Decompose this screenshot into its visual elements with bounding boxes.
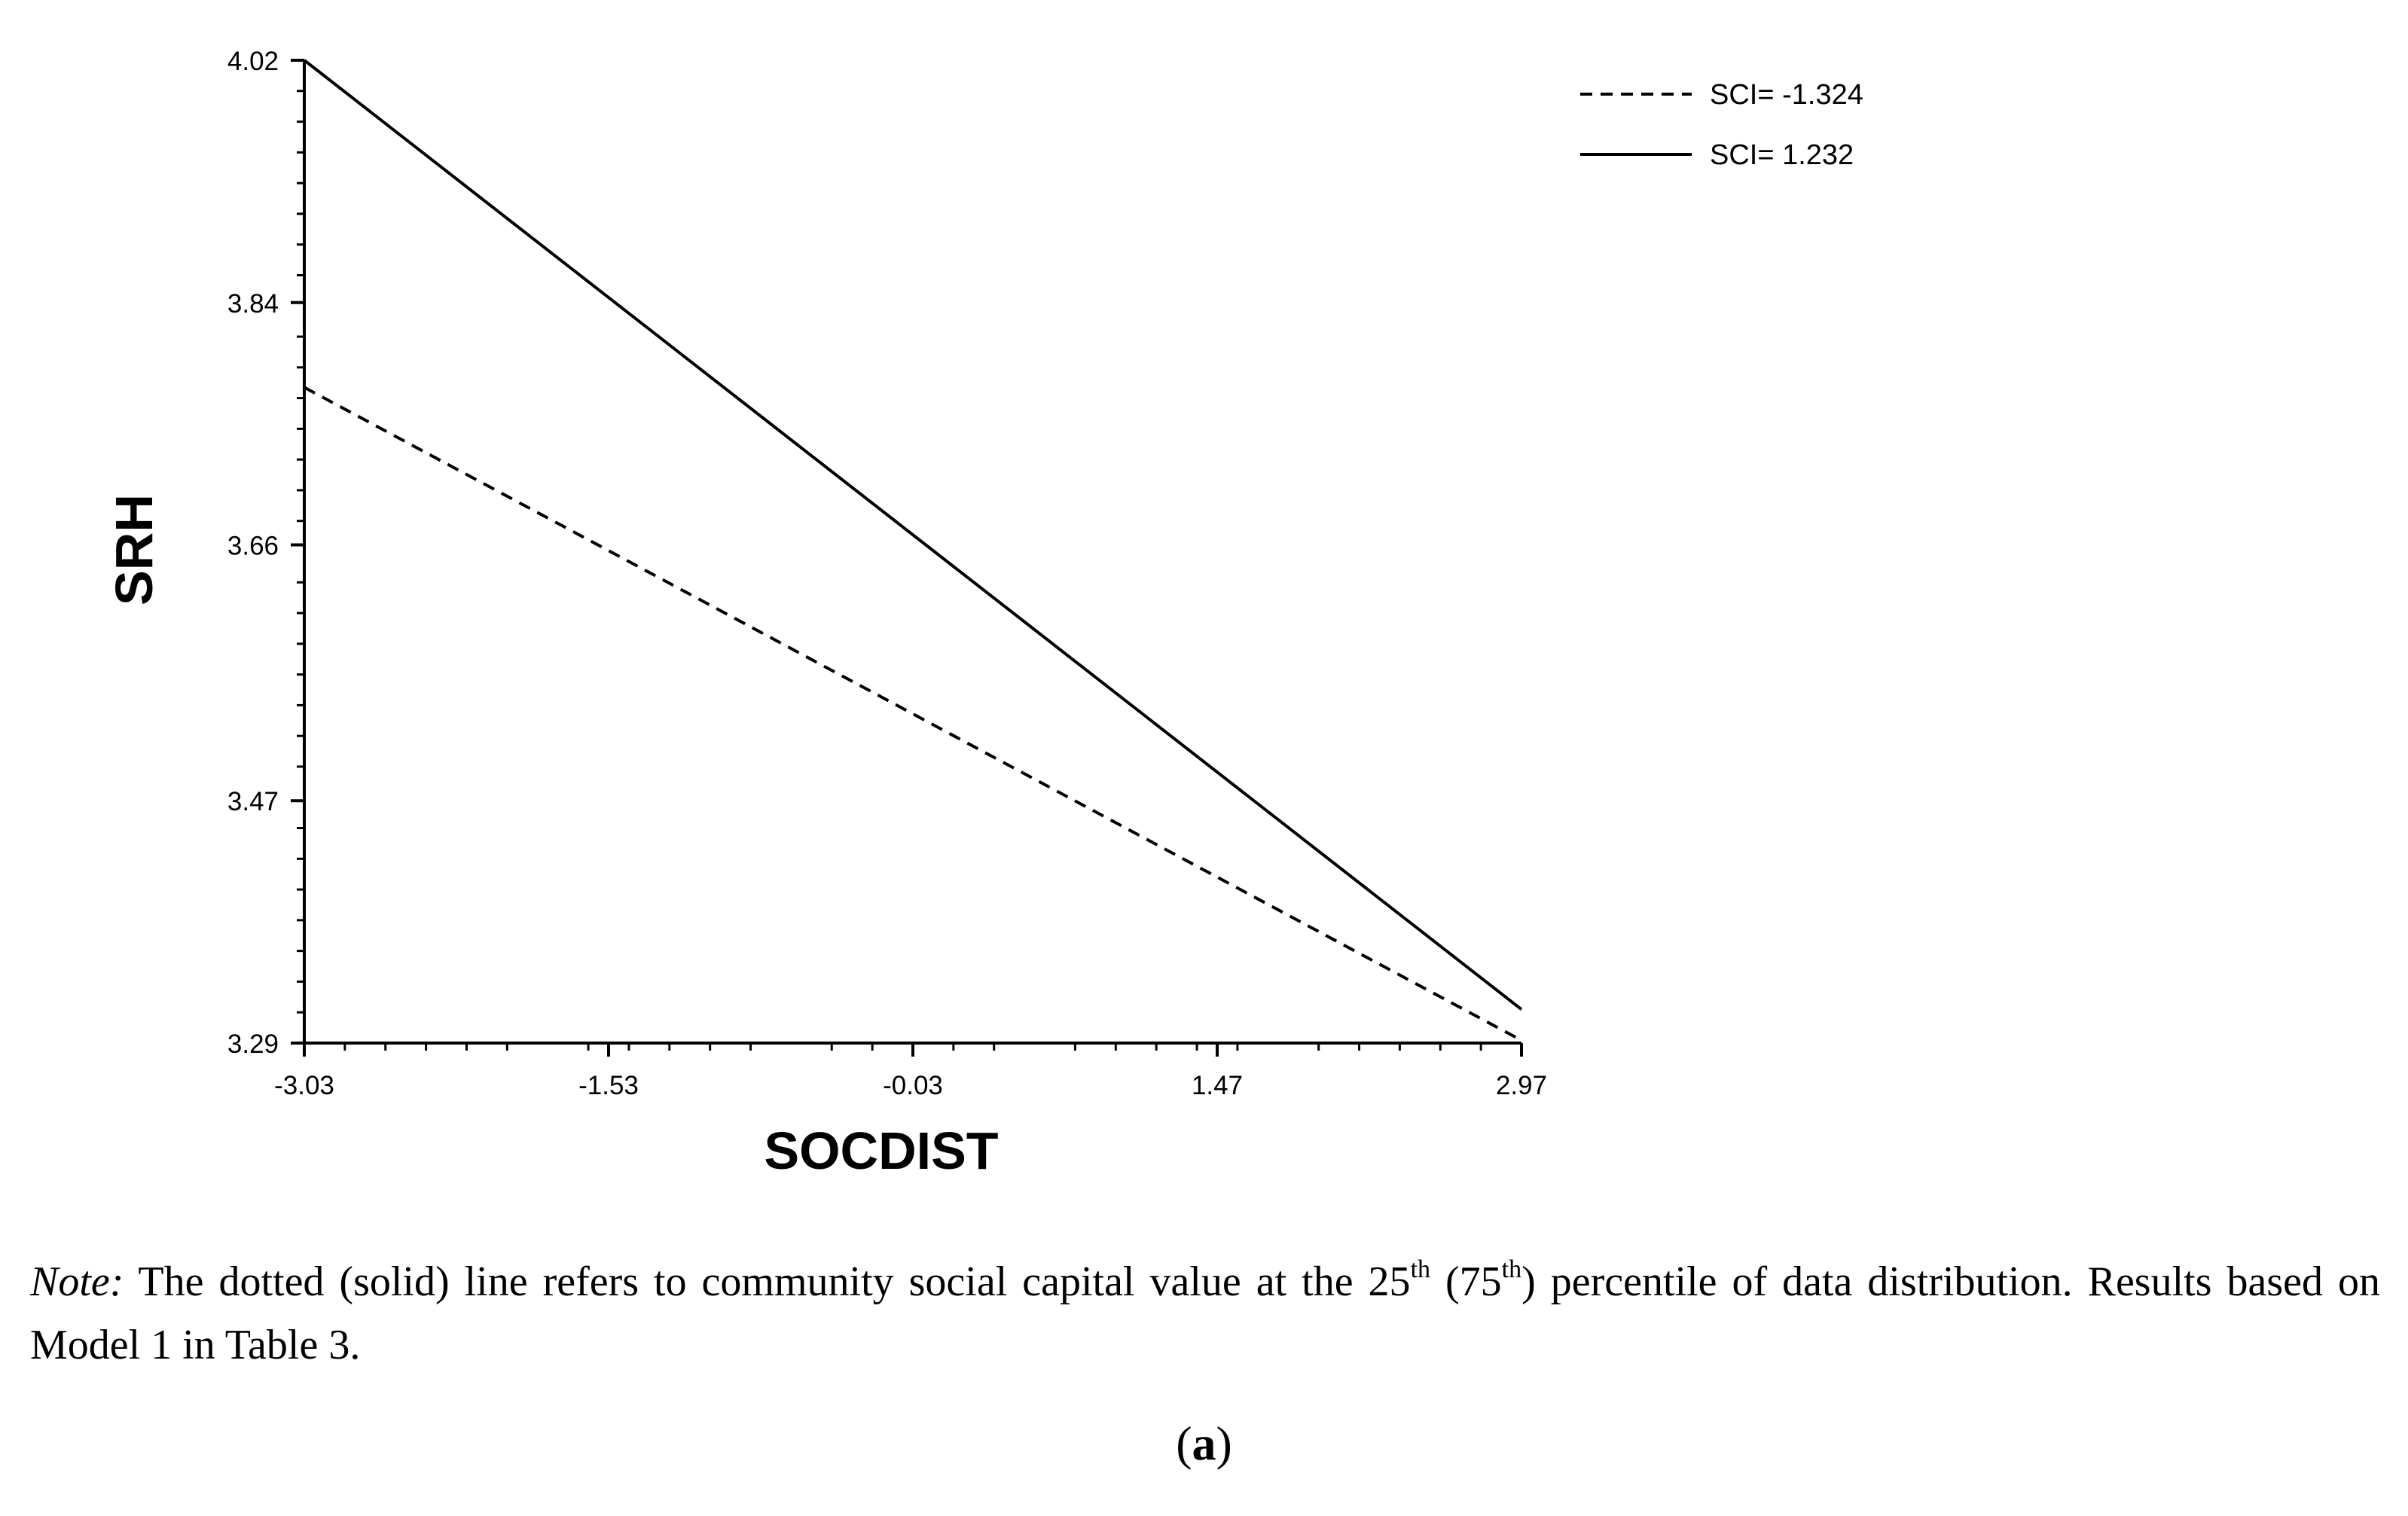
series-line-dashed bbox=[304, 386, 1522, 1042]
x-tick-label: 2.97 bbox=[1496, 1071, 1547, 1100]
y-tick-label: 4.02 bbox=[227, 47, 279, 76]
x-tick-label: -1.53 bbox=[578, 1071, 639, 1100]
x-tick-label: -0.03 bbox=[883, 1071, 943, 1100]
legend: SCI= -1.324 SCI= 1.232 bbox=[1580, 79, 1863, 171]
note-sup-1: th bbox=[1410, 1255, 1431, 1283]
figure-caption: (a) bbox=[0, 1416, 2408, 1472]
figure-note: Note: The dotted (solid) line refers to … bbox=[30, 1250, 2380, 1377]
note-text-2: (75 bbox=[1430, 1258, 1502, 1305]
x-axis-title: SOCDIST bbox=[764, 1121, 998, 1180]
legend-label: SCI= 1.232 bbox=[1710, 139, 1854, 171]
note-text-1: The dotted (solid) line refers to commun… bbox=[124, 1258, 1411, 1305]
x-tick-label: 1.47 bbox=[1192, 1071, 1243, 1100]
legend-label: SCI= -1.324 bbox=[1710, 79, 1863, 111]
y-tick-label: 3.84 bbox=[227, 289, 279, 319]
y-tick-label: 3.29 bbox=[227, 1029, 279, 1059]
note-prefix: Note: bbox=[30, 1258, 124, 1305]
caption-letter: a bbox=[1192, 1417, 1216, 1470]
note-text-3: ) percentile of data distribution. Resul… bbox=[30, 1258, 2380, 1368]
caption-open: ( bbox=[1176, 1417, 1192, 1470]
y-tick-label: 3.66 bbox=[227, 532, 279, 561]
x-tick-label: -3.03 bbox=[274, 1071, 334, 1100]
y-axis-title: SRH bbox=[105, 494, 163, 605]
series-layer bbox=[303, 59, 1523, 1042]
caption-close: ) bbox=[1216, 1417, 1232, 1470]
ticks: -3.03 -1.53 -0.03 1.47 2.97 4.02 3.84 3.66 3.47 3… bbox=[227, 47, 1547, 1100]
note-sup-2: th bbox=[1501, 1255, 1522, 1283]
axes bbox=[303, 60, 1521, 1045]
chart: -3.03 -1.53 -0.03 1.47 2.97 4.02 3.84 3.66 3.47 3… bbox=[105, 47, 1863, 1180]
y-tick-label: 3.47 bbox=[227, 787, 279, 816]
series-line-solid bbox=[303, 59, 1523, 1011]
